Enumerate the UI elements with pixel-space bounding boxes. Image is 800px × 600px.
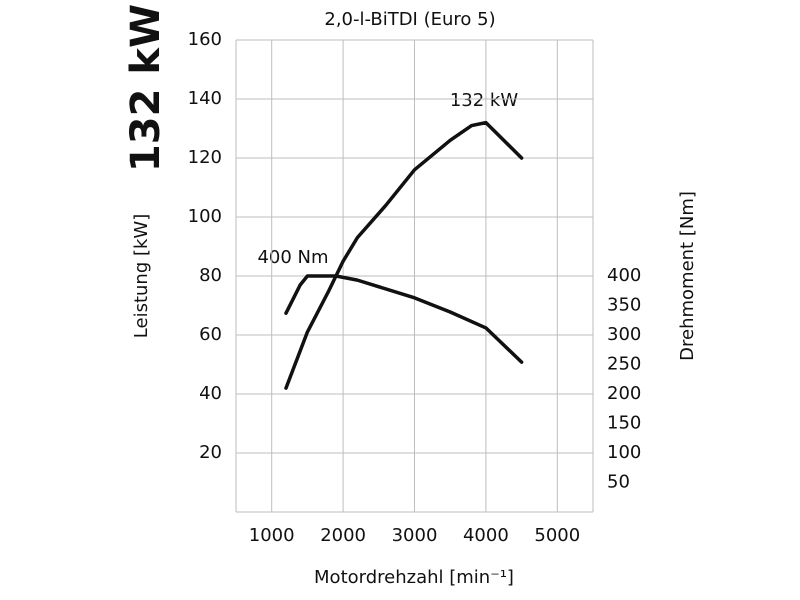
y-tick-label: 100 [188,206,222,227]
x-tick-label: 1000 [249,525,295,546]
y2-tick-label: 100 [607,442,641,463]
y2-tick-label: 150 [607,413,641,434]
y-tick-label: 40 [199,383,222,404]
y-axis-label: Leistung [kW] [131,214,152,338]
line [284,120,524,390]
y2-tick-label: 50 [607,472,630,493]
y-tick-label: 160 [188,29,222,50]
x-axis-label: Motordrehzahl [min⁻¹] [314,567,514,588]
y-tick-label: 80 [199,265,222,286]
x-tick-label: 5000 [534,525,580,546]
line [284,274,524,364]
y-tick-label: 20 [199,442,222,463]
y2-tick-label: 300 [607,324,641,345]
y2-tick-label: 250 [607,354,641,375]
x-tick-label: 3000 [392,525,438,546]
y-tick-label: 140 [188,88,222,109]
y2-axis-label: Drehmoment [Nm] [677,191,698,361]
annotation: 400 Nm [257,247,328,268]
y2-tick-label: 400 [607,265,641,286]
headline: 132 kW [123,4,169,172]
annotation: 132 kW [450,90,519,111]
x-tick-label: 2000 [320,525,366,546]
y2-tick-label: 350 [607,295,641,316]
chart-title: 2,0-l-BiTDI (Euro 5) [324,9,495,30]
y2-tick-label: 200 [607,383,641,404]
y-tick-label: 60 [199,324,222,345]
y-tick-label: 120 [188,147,222,168]
x-tick-label: 4000 [463,525,509,546]
